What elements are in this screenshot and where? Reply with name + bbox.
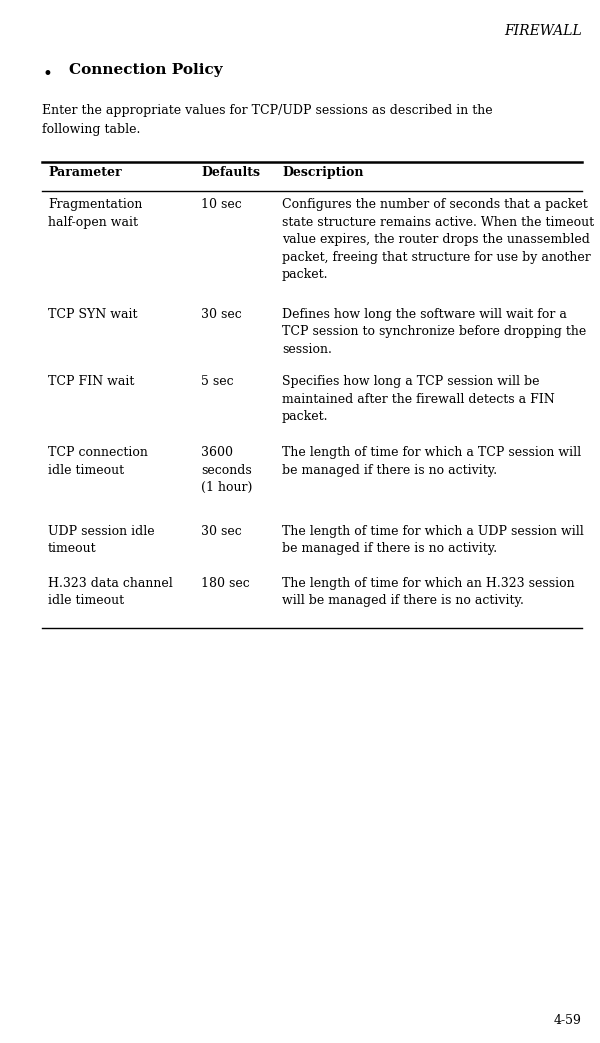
- Text: TCP connection
idle timeout: TCP connection idle timeout: [48, 446, 148, 477]
- Text: 3600
seconds
(1 hour): 3600 seconds (1 hour): [201, 446, 253, 494]
- Text: The length of time for which a TCP session will
be managed if there is no activi: The length of time for which a TCP sessi…: [282, 446, 581, 477]
- Text: Configures the number of seconds that a packet
state structure remains active. W: Configures the number of seconds that a …: [282, 198, 594, 282]
- Text: TCP SYN wait: TCP SYN wait: [48, 308, 137, 320]
- Text: 10 sec: 10 sec: [201, 198, 242, 211]
- Text: The length of time for which an H.323 session
will be managed if there is no act: The length of time for which an H.323 se…: [282, 577, 575, 607]
- Text: TCP FIN wait: TCP FIN wait: [48, 375, 134, 388]
- Text: UDP session idle
timeout: UDP session idle timeout: [48, 525, 155, 555]
- Text: 30 sec: 30 sec: [201, 525, 242, 537]
- Text: The length of time for which a UDP session will
be managed if there is no activi: The length of time for which a UDP sessi…: [282, 525, 584, 555]
- Text: Enter the appropriate values for TCP/UDP sessions as described in the
following : Enter the appropriate values for TCP/UDP…: [42, 104, 493, 136]
- Text: Parameter: Parameter: [48, 166, 122, 178]
- Text: 180 sec: 180 sec: [201, 577, 250, 589]
- Text: Description: Description: [282, 166, 364, 178]
- Text: H.323 data channel
idle timeout: H.323 data channel idle timeout: [48, 577, 173, 607]
- Text: Specifies how long a TCP session will be
maintained after the firewall detects a: Specifies how long a TCP session will be…: [282, 375, 555, 423]
- Text: Defaults: Defaults: [201, 166, 260, 178]
- Text: Defines how long the software will wait for a
TCP session to synchronize before : Defines how long the software will wait …: [282, 308, 586, 356]
- Text: 5 sec: 5 sec: [201, 375, 233, 388]
- Text: 30 sec: 30 sec: [201, 308, 242, 320]
- Text: FIREWALL: FIREWALL: [504, 24, 582, 38]
- Text: 4-59: 4-59: [554, 1015, 582, 1027]
- Text: Fragmentation
half-open wait: Fragmentation half-open wait: [48, 198, 142, 228]
- Text: Connection Policy: Connection Policy: [69, 63, 223, 76]
- Text: •: •: [42, 65, 52, 82]
